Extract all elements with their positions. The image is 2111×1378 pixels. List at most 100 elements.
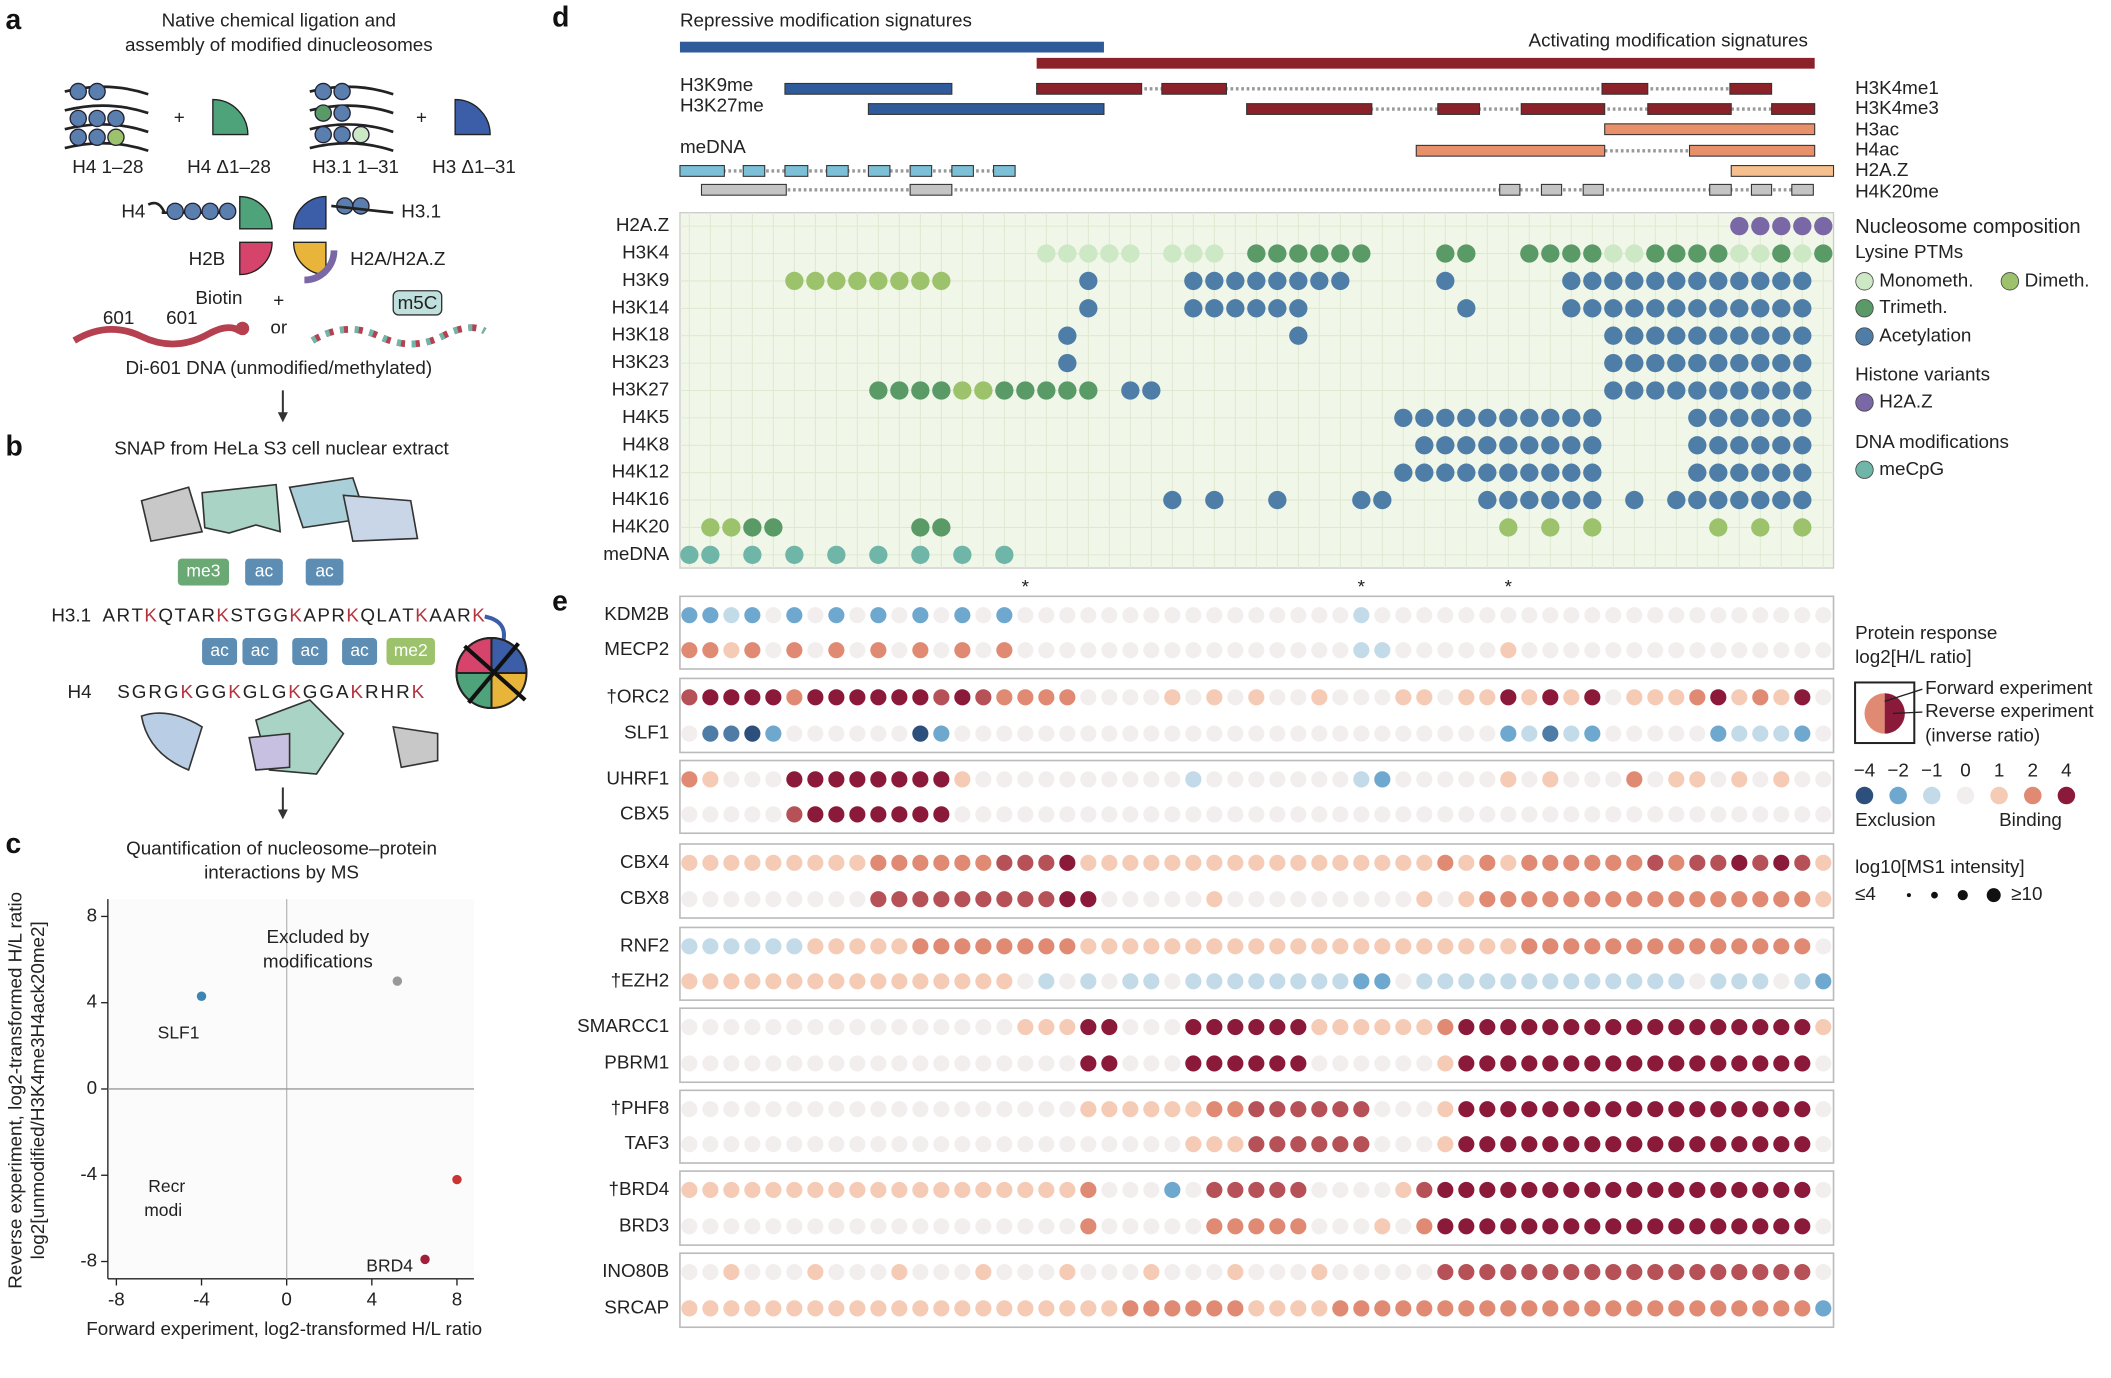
dot (912, 1018, 929, 1036)
dot (828, 854, 845, 871)
dot (1185, 938, 1202, 955)
dot (786, 771, 803, 788)
dot (870, 854, 887, 871)
row-label: UHRF1 (606, 767, 669, 788)
dot (933, 1300, 950, 1317)
dot (1731, 1263, 1748, 1281)
dot (1332, 854, 1349, 871)
dot (996, 1263, 1013, 1281)
dot (1815, 891, 1832, 908)
dot (1752, 938, 1769, 955)
dot (1626, 854, 1643, 871)
dot (1605, 891, 1622, 908)
dot (744, 973, 761, 990)
dot (1521, 771, 1538, 788)
or: or (270, 316, 287, 337)
dot (1457, 463, 1476, 482)
dot (1815, 1181, 1832, 1199)
dot (933, 1055, 950, 1072)
dot (1353, 1181, 1370, 1199)
dot (1059, 973, 1076, 990)
dot (1458, 689, 1475, 706)
dot (1605, 1018, 1622, 1036)
dot (1038, 854, 1055, 871)
dot (1583, 463, 1602, 482)
legend-label: Dimeth. (2025, 269, 2090, 290)
dot (1584, 854, 1601, 871)
dot (807, 1018, 824, 1036)
dot (1689, 689, 1706, 706)
dot (1017, 771, 1034, 788)
dna-label: 601 (166, 307, 197, 328)
dot (975, 725, 992, 742)
dot (870, 1263, 887, 1281)
dot (1248, 1218, 1265, 1235)
dot (1017, 938, 1034, 955)
dot (723, 1263, 740, 1281)
dot (723, 771, 740, 788)
dot (681, 973, 698, 990)
dot (1080, 1055, 1097, 1072)
dot (1668, 607, 1685, 624)
dot (1731, 1218, 1748, 1235)
dot (1164, 891, 1181, 908)
dot (1164, 1018, 1181, 1036)
mark: ac (315, 561, 334, 581)
row-label: †PHF8 (611, 1097, 670, 1118)
dot (1269, 1055, 1286, 1072)
dot (912, 1136, 929, 1153)
dot (1143, 725, 1160, 742)
dot (1689, 642, 1706, 659)
dot (765, 1181, 782, 1199)
dot (1752, 1300, 1769, 1317)
panel-label: c (6, 827, 22, 859)
dot (870, 725, 887, 742)
dot (723, 1055, 740, 1072)
dot (1479, 1055, 1496, 1072)
dot (974, 381, 993, 400)
dot (1479, 806, 1496, 823)
dot (1437, 806, 1454, 823)
dot (1752, 642, 1769, 659)
dot (1017, 891, 1034, 908)
dot (1793, 518, 1812, 537)
dot (1185, 771, 1202, 788)
dot (1437, 725, 1454, 742)
dot (1752, 607, 1769, 624)
dot (1185, 1101, 1202, 1118)
dot (681, 1018, 698, 1036)
dot (1332, 891, 1349, 908)
dot (1101, 1218, 1118, 1235)
dot (1017, 607, 1034, 624)
dot (1647, 642, 1664, 659)
dot (1143, 1263, 1160, 1281)
dot (1038, 1101, 1055, 1118)
dot (1815, 642, 1832, 659)
dot (1416, 938, 1433, 955)
dot (1542, 854, 1559, 871)
dot (1731, 1055, 1748, 1072)
dot (954, 806, 971, 823)
signature-segment (1582, 183, 1604, 196)
row-label: RNF2 (620, 934, 669, 955)
dot (933, 1018, 950, 1036)
dot (954, 1101, 971, 1118)
dot (1457, 299, 1476, 318)
dot (1163, 244, 1182, 263)
dot (1646, 353, 1665, 373)
dot (869, 545, 888, 565)
dot (1395, 642, 1412, 659)
dot (1415, 436, 1434, 455)
dot (1374, 1101, 1391, 1118)
dot (849, 1263, 866, 1281)
dot (1542, 607, 1559, 624)
dot (1604, 244, 1623, 263)
dot (1521, 973, 1538, 990)
scale-label: 2 (2028, 759, 2038, 780)
dot (1142, 381, 1161, 400)
dot (1730, 353, 1749, 373)
dot (1479, 938, 1496, 955)
dot (1416, 689, 1433, 706)
dot (681, 1300, 698, 1317)
